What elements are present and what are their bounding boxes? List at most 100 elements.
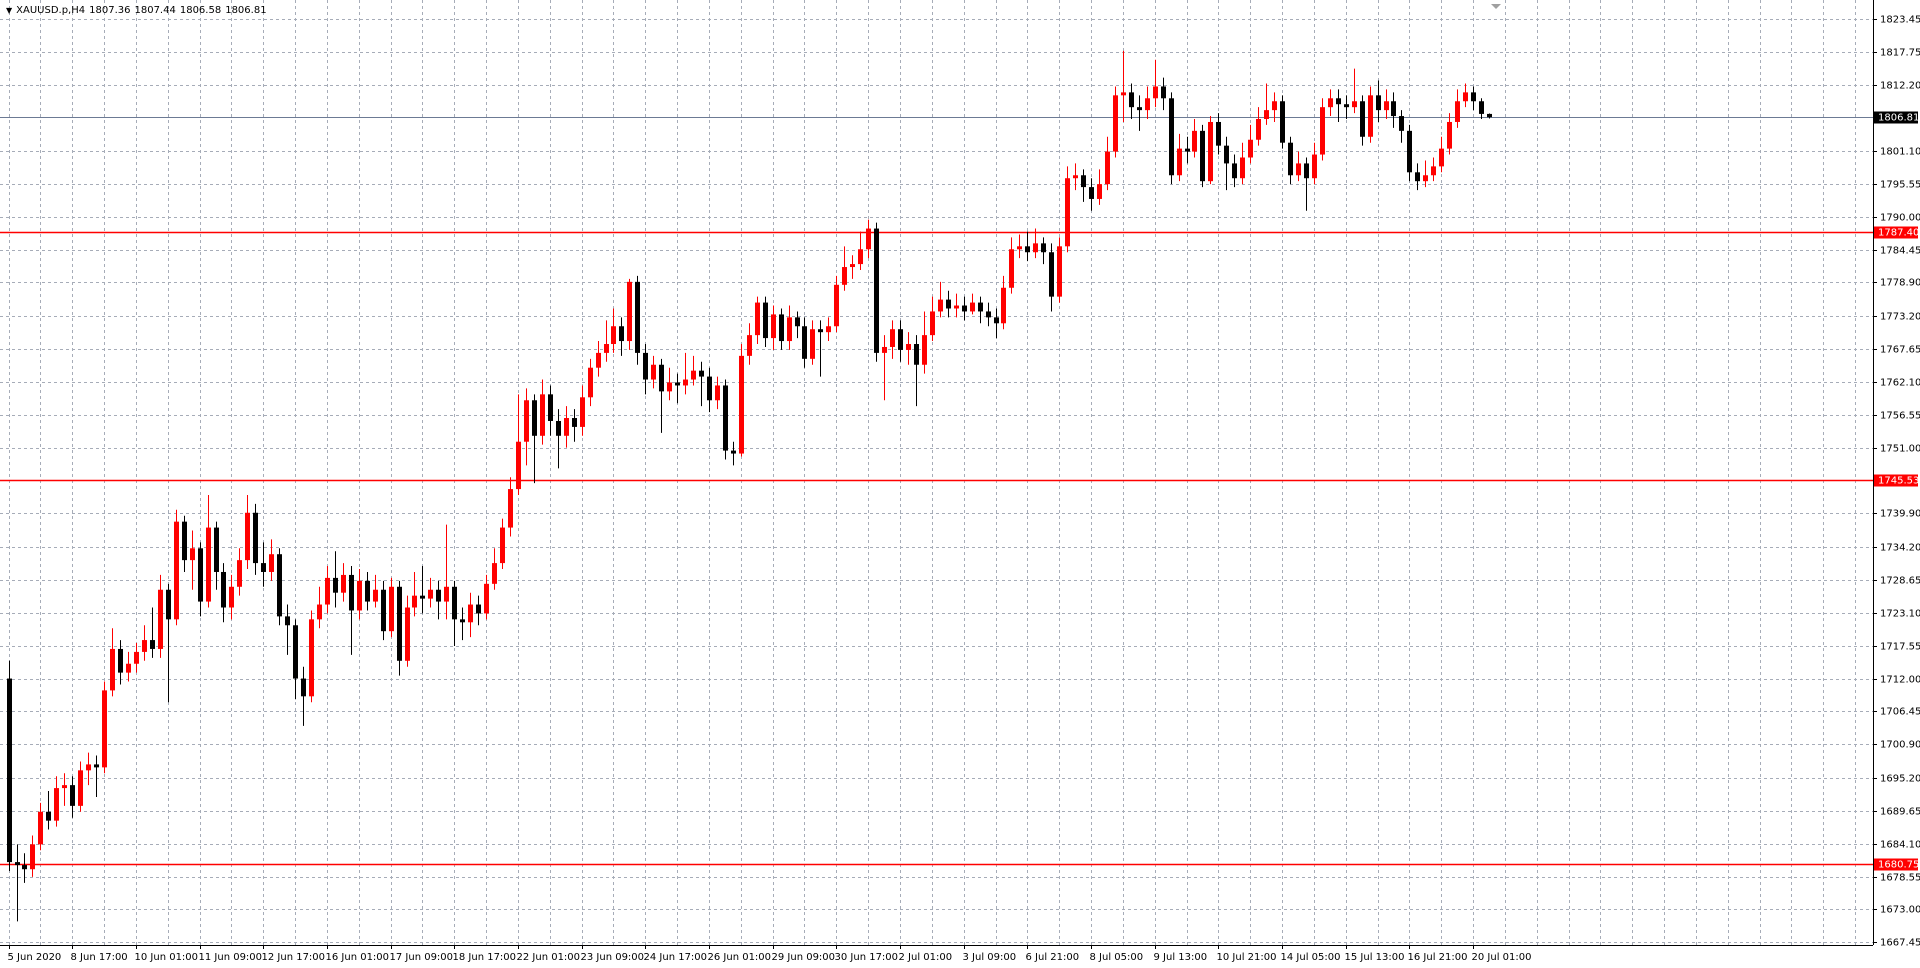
y-tick-label: 1767.65 — [1880, 345, 1920, 356]
candle-body — [452, 586, 457, 620]
candle-body — [349, 574, 354, 611]
candle-body — [381, 589, 386, 632]
x-tick-label: 12 Jun 17:00 — [262, 952, 326, 963]
candle-body — [739, 355, 744, 454]
candle-body — [1368, 95, 1373, 137]
candle-body — [619, 326, 624, 342]
candle-body — [174, 521, 179, 620]
candle-body — [1017, 246, 1022, 250]
candle-body — [1471, 92, 1476, 102]
candle-body — [659, 364, 664, 392]
candle-body — [1288, 142, 1293, 176]
x-tick-label: 11 Jun 09:00 — [199, 952, 263, 963]
candle-body — [1033, 243, 1038, 253]
candle-body — [1352, 101, 1357, 108]
candle-body — [1376, 95, 1381, 111]
candle-body — [428, 589, 433, 599]
symbol: XAUUSD.p,H4 — [16, 5, 86, 16]
candle-body — [818, 329, 823, 333]
menu-arrow: ▼ — [6, 6, 13, 15]
y-tick-label: 1823.45 — [1880, 15, 1920, 26]
candle-body — [30, 844, 35, 870]
candle-body — [635, 281, 640, 353]
candle-body — [1081, 175, 1086, 188]
candle-body — [834, 284, 839, 327]
level-label-box — [1874, 474, 1918, 487]
y-tick-label: 1756.55 — [1880, 411, 1920, 422]
candle-body — [1360, 101, 1365, 137]
candle-body — [309, 619, 314, 697]
level-label-box — [1874, 858, 1918, 871]
candle-body — [922, 335, 927, 365]
candle-body — [548, 394, 553, 421]
candle-body — [1097, 184, 1102, 199]
candle-body — [1009, 249, 1014, 288]
candle-body — [1089, 187, 1094, 199]
level-label: 1680.75 — [1878, 860, 1919, 871]
x-tick-label: 2 Jul 01:00 — [899, 952, 953, 963]
candle-body — [118, 648, 123, 673]
candle-body — [1479, 101, 1484, 114]
y-tick-label: 1684.10 — [1880, 840, 1920, 851]
candle-body — [1384, 101, 1389, 111]
y-tick-label: 1695.20 — [1880, 774, 1920, 785]
x-tick-label: 26 Jun 01:00 — [708, 952, 772, 963]
candle-body — [826, 326, 831, 333]
candle-body — [1447, 121, 1452, 149]
candle-body — [221, 571, 226, 608]
candle-body — [1232, 163, 1237, 179]
candle-body — [245, 512, 250, 561]
y-tick-label: 1673.00 — [1880, 905, 1920, 916]
candle-body — [930, 311, 935, 336]
candle-body — [373, 589, 378, 602]
level-label: 1787.40 — [1878, 228, 1919, 239]
candle-body — [572, 418, 577, 427]
candle-body — [1415, 172, 1420, 182]
candle-body — [802, 326, 807, 359]
candle-body — [986, 311, 991, 318]
candle-body — [22, 865, 27, 870]
candle-body — [1431, 166, 1436, 176]
y-tick-label: 1790.00 — [1880, 213, 1920, 224]
candle-body — [516, 441, 521, 490]
y-tick-label: 1795.55 — [1880, 180, 1920, 191]
candle-body — [1137, 107, 1142, 111]
candle-body — [723, 385, 728, 451]
x-tick-label: 14 Jul 05:00 — [1281, 952, 1341, 963]
candle-body — [253, 512, 258, 564]
candle-body — [763, 302, 768, 339]
candle-body — [532, 400, 537, 436]
candle-body — [691, 370, 696, 380]
chart-header: ▼ XAUUSD.p,H4 1807.36 1807.44 1806.58 1806.81 — [6, 5, 271, 16]
candle-body — [94, 764, 99, 768]
candle-body — [1049, 252, 1054, 297]
candle-body — [38, 811, 43, 845]
y-tick-label: 1712.00 — [1880, 675, 1920, 686]
ohlc-open: 1807.36 — [89, 5, 131, 16]
candle-body — [1439, 148, 1444, 167]
x-tick-label: 29 Jun 09:00 — [772, 952, 836, 963]
candle-body — [1169, 98, 1174, 176]
candle-body — [206, 527, 211, 602]
candle-body — [962, 305, 967, 312]
x-tick-label: 20 Jul 01:00 — [1472, 952, 1532, 963]
candle-body — [675, 382, 680, 386]
candle-body — [405, 607, 410, 661]
candle-body — [198, 548, 203, 602]
candle-body — [70, 785, 75, 806]
candle-body — [389, 586, 394, 632]
candle-body — [325, 577, 330, 605]
candle-body — [444, 586, 449, 602]
candle-body — [1328, 98, 1333, 108]
x-tick-label: 9 Jul 13:00 — [1154, 952, 1208, 963]
candle-body — [397, 586, 402, 661]
y-tick-label: 1667.45 — [1880, 938, 1920, 949]
candle-body — [1248, 139, 1253, 158]
level-label-box — [1874, 226, 1918, 239]
candle-body — [596, 352, 601, 368]
candle-body — [787, 317, 792, 342]
candle-body — [1304, 163, 1309, 179]
y-tick-label: 1723.10 — [1880, 609, 1920, 620]
